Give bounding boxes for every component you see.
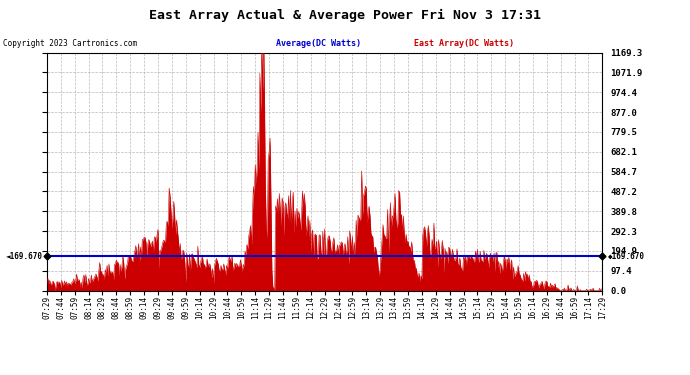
Text: ◆169.670: ◆169.670 xyxy=(608,252,645,261)
Text: East Array Actual & Average Power Fri Nov 3 17:31: East Array Actual & Average Power Fri No… xyxy=(149,9,541,22)
Text: ◄169.670: ◄169.670 xyxy=(6,252,43,261)
Text: Copyright 2023 Cartronics.com: Copyright 2023 Cartronics.com xyxy=(3,39,137,48)
Text: East Array(DC Watts): East Array(DC Watts) xyxy=(414,39,514,48)
Text: Average(DC Watts): Average(DC Watts) xyxy=(276,39,361,48)
